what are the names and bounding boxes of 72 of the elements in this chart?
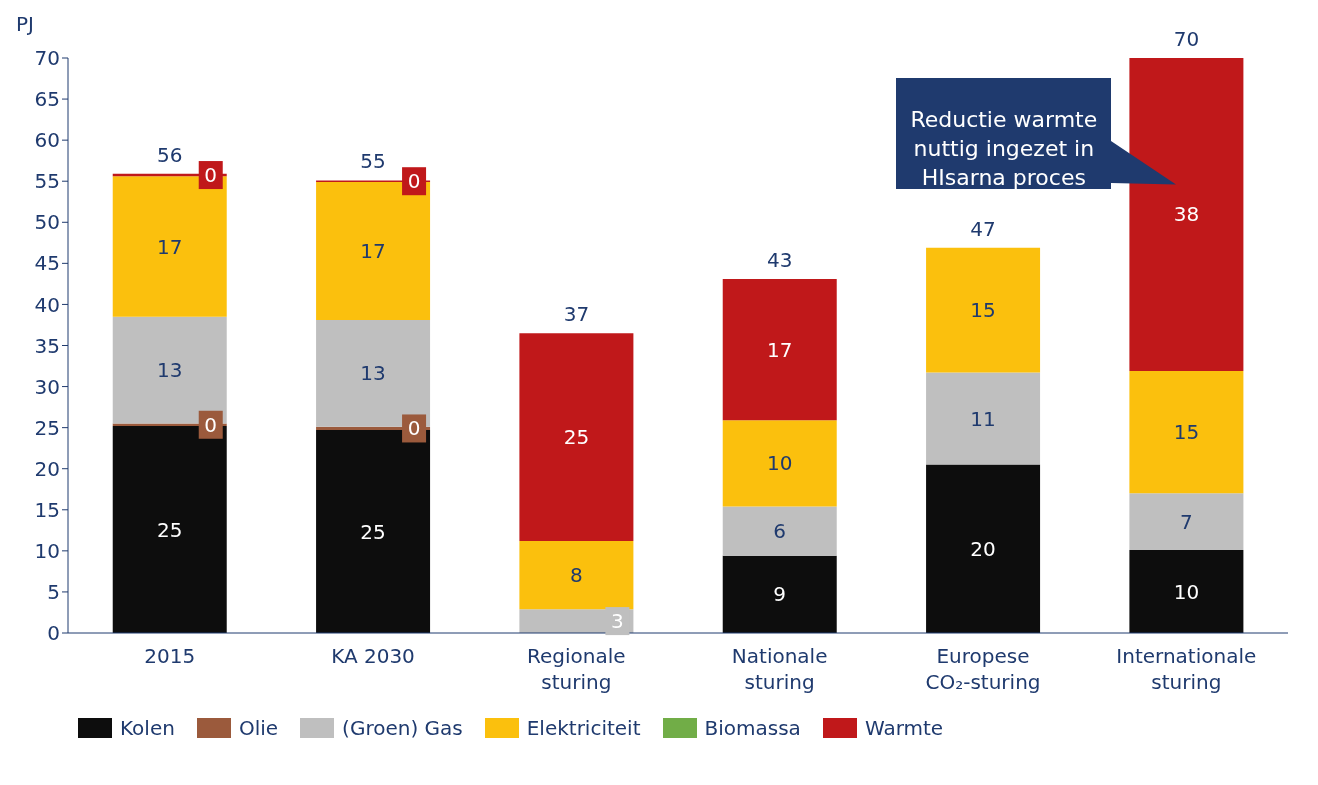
legend-label: (Groen) Gas [342, 716, 463, 740]
data-label: 25 [563, 425, 590, 450]
data-label: 10 [1173, 579, 1200, 604]
y-tick-label: 65 [34, 87, 60, 112]
data-label: 13 [157, 358, 183, 383]
bar [1129, 370, 1244, 494]
annotation: Reductie warmte nuttig ingezet in HIsarna proces [909, 105, 1099, 192]
data-label: 17 [157, 234, 183, 259]
bar [722, 420, 837, 507]
bar [1129, 58, 1244, 371]
data-label: 15 [970, 298, 996, 323]
bar [1129, 493, 1244, 551]
total-label: 56 [157, 142, 183, 167]
y-tick-label: 45 [34, 251, 60, 276]
x-tick-label: KA 2030 [331, 644, 415, 668]
y-tick-label: 0 [47, 621, 60, 646]
bar [722, 555, 837, 633]
bar [926, 372, 1041, 465]
total-label: 70 [1173, 27, 1200, 51]
bar [926, 247, 1041, 373]
y-axis-title: PJ [16, 12, 34, 36]
bar [519, 541, 634, 610]
bar [1129, 550, 1244, 633]
data-label: 6 [773, 519, 787, 544]
y-tick-label: 20 [34, 456, 60, 481]
legend-label: Biomassa [704, 716, 801, 740]
total-label: 47 [970, 216, 996, 241]
x-tick-label: Europese CO₂-sturing [925, 644, 1041, 694]
legend-label: Elektriciteit [526, 716, 641, 740]
x-tick-label: 2015 [144, 644, 196, 668]
data-label: 25 [157, 517, 183, 542]
x-tick-label: Regionale sturing [527, 644, 626, 694]
x-tick-label: Internationale sturing [1116, 644, 1257, 694]
y-tick-label: 30 [34, 374, 60, 399]
data-label: 0 [204, 412, 218, 437]
legend-label: Kolen [120, 716, 175, 740]
y-tick-label: 35 [34, 333, 60, 358]
data-label: 10 [767, 451, 793, 476]
data-label: 0 [407, 169, 421, 194]
bar [926, 464, 1041, 633]
data-label: 13 [360, 361, 386, 386]
data-label: 9 [773, 582, 787, 607]
data-label: 8 [570, 563, 583, 588]
data-label: 15 [1173, 420, 1200, 445]
legend-label: Warmte [864, 716, 944, 740]
data-label: 7 [1180, 509, 1193, 534]
data-label: 3 [611, 609, 624, 634]
total-label: 37 [563, 302, 590, 327]
x-tick-label: Nationale sturing [731, 644, 828, 694]
bar [519, 333, 634, 541]
bar [722, 278, 837, 421]
data-label: 25 [360, 519, 386, 544]
y-tick-label: 5 [47, 580, 60, 605]
data-label: 17 [767, 337, 793, 362]
y-tick-label: 70 [34, 46, 60, 71]
y-tick-label: 40 [34, 292, 60, 317]
data-label: 17 [360, 239, 386, 264]
y-tick-label: 50 [34, 210, 60, 235]
y-tick-label: 60 [34, 128, 60, 153]
total-label: 43 [767, 247, 793, 272]
data-label: 0 [407, 416, 421, 441]
y-tick-label: 15 [34, 497, 60, 522]
data-label: 38 [1173, 202, 1200, 227]
bar [722, 506, 837, 556]
y-tick-label: 55 [34, 169, 60, 194]
data-label: 11 [970, 406, 996, 431]
legend-label: Olie [238, 716, 279, 740]
data-label: 20 [970, 536, 996, 561]
total-label: 55 [360, 149, 386, 174]
y-tick-label: 10 [34, 538, 60, 563]
y-tick-label: 25 [34, 415, 60, 440]
data-label: 0 [204, 163, 218, 188]
